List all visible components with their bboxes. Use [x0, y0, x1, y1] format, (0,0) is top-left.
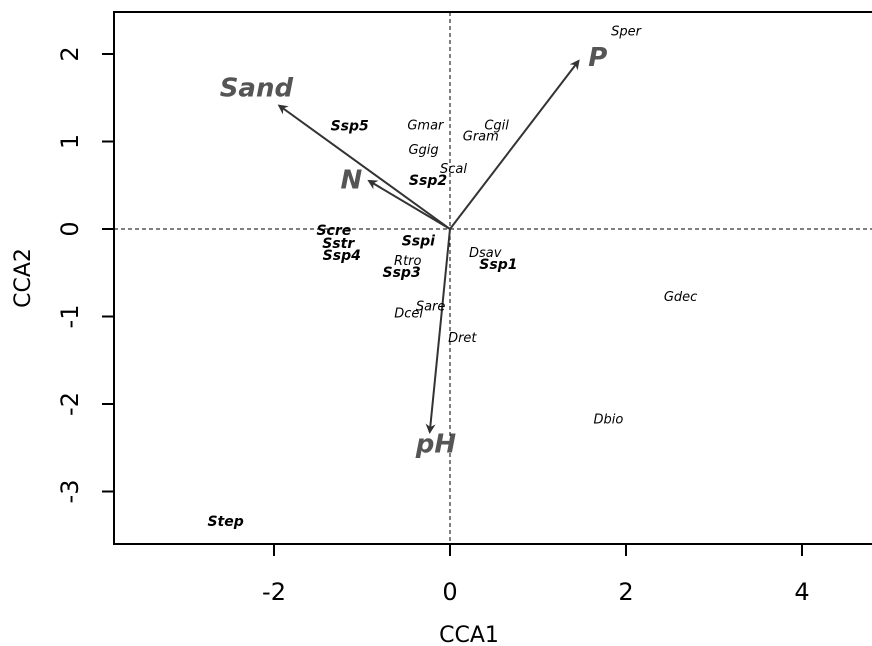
env-vector-label: Sand [220, 74, 294, 104]
x-axis: -2 0 2 4 [262, 543, 810, 606]
species-label: Ggig [408, 143, 438, 158]
species-label: Step [207, 514, 243, 530]
x-tick-label: 2 [618, 578, 633, 606]
x-tick-label: 0 [442, 578, 457, 606]
species-label: Dbio [593, 412, 623, 427]
species-label: Gram [463, 130, 499, 145]
species-label: Dcel [394, 306, 423, 321]
x-tick-label: 4 [794, 578, 809, 606]
species-label: Ssp1 [479, 257, 517, 273]
species-label: Sspi [402, 233, 435, 249]
species-label: Dret [448, 331, 477, 346]
species-label: Ssp4 [323, 248, 361, 264]
env-vector-label: N [341, 165, 363, 195]
species-label: Ssp3 [383, 265, 421, 281]
species-label: Gdec [664, 290, 697, 305]
y-tick-label: -1 [56, 305, 84, 329]
env-vector-label: P [588, 43, 607, 73]
species-label: Cgil [484, 118, 509, 133]
y-tick-label: -3 [56, 480, 84, 504]
x-tick-label: -2 [262, 578, 286, 606]
y-tick-label: 1 [56, 134, 84, 149]
y-tick-label: 0 [56, 221, 84, 236]
reference-lines [114, 12, 872, 544]
species-label: Ssp2 [409, 173, 447, 189]
species-label: Scre [316, 223, 351, 239]
env-vector-arrow [425, 228, 451, 434]
x-axis-title: CCA1 [439, 623, 499, 646]
species-label: Rtro [394, 254, 421, 269]
species-label: Sstr [322, 236, 355, 252]
species-label: Scal [440, 162, 467, 177]
env-vector-arrow [449, 59, 580, 230]
species-label: Ssp5 [331, 119, 369, 135]
y-axis-title: CCA2 [11, 248, 36, 308]
species-label: Gmar [407, 118, 445, 133]
env-vector-arrow [277, 104, 451, 230]
env-vector-arrow [367, 179, 451, 230]
environmental-vectors: Sand N PpH [220, 43, 608, 460]
y-tick-label: -2 [56, 392, 84, 416]
y-axis: -3 -2 -1 0 1 2 [56, 46, 115, 504]
species-label: Sare [416, 299, 446, 314]
y-tick-label: 2 [56, 46, 84, 61]
env-vector-label: pH [415, 430, 457, 460]
species-label: Dsav [469, 246, 502, 261]
species-label: Sper [611, 25, 643, 40]
